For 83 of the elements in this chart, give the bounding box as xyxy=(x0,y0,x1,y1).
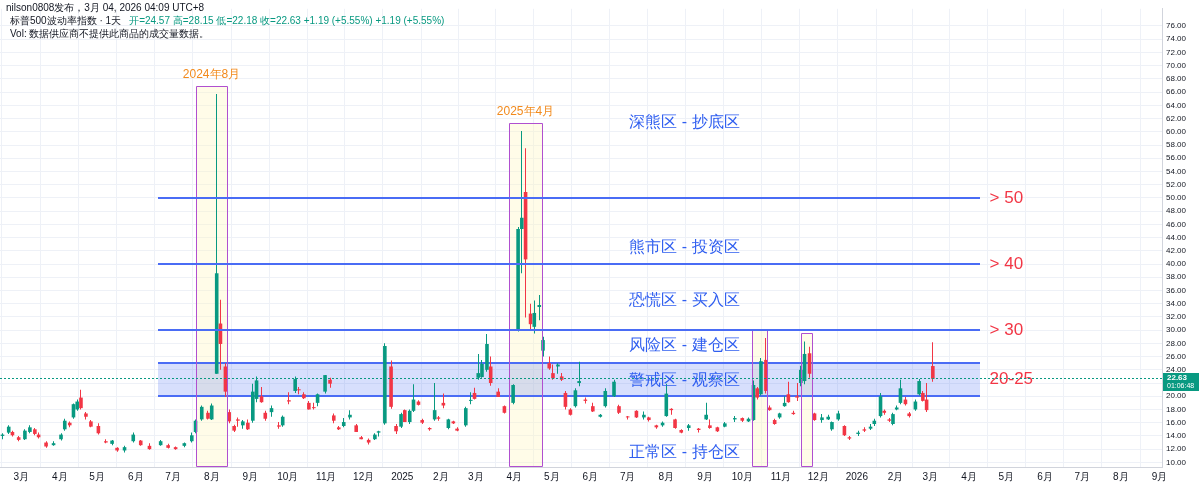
annotation: 深熊区 - 抄底区 xyxy=(629,112,740,130)
y-tick-label: 26.00 xyxy=(1166,351,1187,361)
y-tick-label: 44.00 xyxy=(1166,232,1187,242)
x-tick-label: 3月 xyxy=(13,470,29,482)
band-label: 2025年4月 xyxy=(496,104,555,119)
y-tick-label: 58.00 xyxy=(1166,140,1187,150)
y-tick-label: 40.00 xyxy=(1166,259,1187,269)
y-tick-label: 32.00 xyxy=(1166,312,1187,322)
y-tick-label: 72.00 xyxy=(1166,47,1187,57)
y-tick-label: 38.00 xyxy=(1166,272,1187,282)
x-tick-label: 7月 xyxy=(165,470,181,482)
x-tick-label: 5月 xyxy=(543,470,560,482)
y-tick-label: 36.00 xyxy=(1166,285,1187,295)
annotation: 熊市区 - 投资区 xyxy=(629,238,740,256)
x-tick-label: 4月 xyxy=(961,470,977,482)
ref-line-label: > 30 xyxy=(989,319,1024,339)
candlestick xyxy=(537,295,542,321)
y-tick-label: 60.00 xyxy=(1166,126,1187,136)
x-tick-label: 12月 xyxy=(807,470,829,482)
ref-line-label: 22.63 xyxy=(1167,373,1188,383)
text: 标普500波动率指数 · 1天 xyxy=(9,14,122,26)
ref-line-label: > 40 xyxy=(989,253,1024,273)
x-tick-label: 6月 xyxy=(127,470,144,482)
x-tick-label: 3月 xyxy=(467,470,484,482)
y-tick-label: 16.00 xyxy=(1166,417,1187,427)
y-tick-label: 68.00 xyxy=(1166,74,1187,84)
x-tick-label: 9月 xyxy=(242,470,259,482)
y-tick-label: 76.00 xyxy=(1166,21,1187,31)
ref-line-label: > 50 xyxy=(989,187,1024,207)
y-tick-label: 64.00 xyxy=(1166,100,1187,110)
y-tick-label: 12.00 xyxy=(1166,444,1187,454)
x-tick-label: 9月 xyxy=(697,470,713,482)
y-tick-label: 70.00 xyxy=(1166,60,1187,70)
x-tick-label: 10月 xyxy=(277,470,299,482)
y-tick-label: 42.00 xyxy=(1166,246,1187,255)
x-tick-label: 8月 xyxy=(1113,470,1129,482)
band-label: 2024年8月 xyxy=(182,67,241,82)
band-label: 20-25 xyxy=(989,369,1034,389)
x-tick-label: 6月 xyxy=(1037,470,1053,482)
y-tick-label: 34.00 xyxy=(1166,298,1187,308)
annotation: nilson0808发布，3月 04, 2026 04:09 UTC+8 xyxy=(6,1,205,13)
x-tick-label: 2月 xyxy=(433,470,449,482)
x-tick-label: 10月 xyxy=(731,470,753,482)
y-tick-label: 46.00 xyxy=(1166,219,1187,229)
x-tick-label: 3月 xyxy=(922,470,939,482)
x-tick-label: 8月 xyxy=(658,470,675,482)
y-tick-label: 52.00 xyxy=(1166,179,1187,189)
candlestick xyxy=(468,392,473,405)
x-tick-label: 11月 xyxy=(770,470,792,482)
x-tick-label: 8月 xyxy=(203,470,220,482)
x-tick-label: 4月 xyxy=(506,470,523,482)
y-tick-label: 54.00 xyxy=(1166,166,1187,176)
x-tick-label: 7月 xyxy=(1074,470,1091,482)
y-tick-label: 18.00 xyxy=(1166,404,1187,414)
y-tick-label: 30.00 xyxy=(1166,325,1187,335)
y-tick-label: 28.00 xyxy=(1166,338,1187,348)
y-tick-label: 56.00 xyxy=(1166,153,1187,163)
annotation: 正常区 - 持仓区 xyxy=(629,442,740,460)
x-tick-label: 12月 xyxy=(353,470,375,482)
x-tick-label: 7月 xyxy=(619,470,636,482)
y-tick-label: 66.00 xyxy=(1166,87,1187,97)
y-tick-label: 74.00 xyxy=(1166,34,1187,44)
annotation: 警戒区 - 观察区 xyxy=(629,371,740,389)
x-tick-label: 11月 xyxy=(316,470,337,482)
x-tick-label: 2026 xyxy=(845,470,869,482)
x-tick-label: 2025 xyxy=(391,470,414,482)
y-tick-label: 62.00 xyxy=(1166,113,1187,123)
x-tick-label: 2月 xyxy=(887,470,904,482)
annotation: Vol: 数据供应商不提供此商品的成交量数据。 xyxy=(10,27,210,39)
annotation: 风险区 - 建仓区 xyxy=(629,335,740,353)
x-tick-label: 6月 xyxy=(582,470,599,482)
text: 开=24.57 高=28.15 低=22.18 收=22.63 +1.19 (+5.55%) +1.19 (+5.55%) xyxy=(129,14,445,26)
x-tick-label: 5月 xyxy=(89,470,105,482)
y-tick-label: 50.00 xyxy=(1166,193,1187,203)
y-tick-label: 10.00 xyxy=(1166,457,1187,467)
y-tick-label: 24.00 xyxy=(1166,365,1187,375)
y-tick-label: 14.00 xyxy=(1166,431,1187,441)
x-tick-label: 4月 xyxy=(52,470,68,482)
annotation: 恐慌区 - 买入区 xyxy=(628,290,740,308)
y-tick-label: 20.00 xyxy=(1166,391,1187,401)
x-tick-label: 5月 xyxy=(998,470,1015,482)
x-tick-label: 9月 xyxy=(1151,470,1168,482)
y-tick-label: 48.00 xyxy=(1166,206,1187,216)
